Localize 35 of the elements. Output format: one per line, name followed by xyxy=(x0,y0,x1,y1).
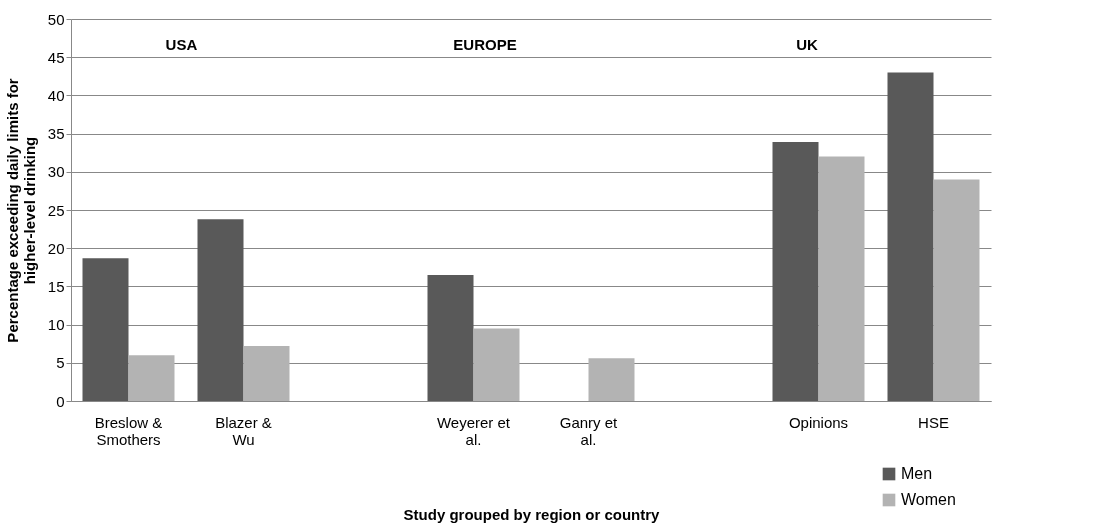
bar xyxy=(82,258,129,401)
y-tick-label: 40 xyxy=(47,86,65,104)
y-tick-label: 5 xyxy=(56,354,65,372)
annotation: UK xyxy=(796,36,818,53)
bar xyxy=(588,358,635,401)
y-tick-label: 45 xyxy=(47,48,65,66)
legend-label: Men xyxy=(901,465,933,482)
y-tick-label: 0 xyxy=(56,392,65,410)
x-tick-label: Opinions xyxy=(788,413,849,431)
bar xyxy=(243,345,290,401)
y-tick-label: 20 xyxy=(47,239,65,257)
x-tick-label: Blazer & Wu xyxy=(215,413,272,448)
y-tick-label: 50 xyxy=(47,10,65,28)
annotation: USA xyxy=(165,36,198,53)
x-tick-label: HSE xyxy=(918,413,949,431)
bar xyxy=(128,355,175,401)
annotation: EUROPE xyxy=(453,36,517,53)
bar xyxy=(887,72,934,401)
y-tick-label: 25 xyxy=(47,201,65,219)
bar xyxy=(197,219,244,401)
x-tick-label: Breslow & Smothers xyxy=(94,413,163,448)
bar xyxy=(772,142,819,401)
legend-label: Women xyxy=(901,491,956,508)
x-tick-label: Ganry et al. xyxy=(559,413,619,448)
y-tick-label: 10 xyxy=(47,316,65,334)
x-axis-title: Study grouped by region or country xyxy=(403,505,661,523)
y-axis-title: Percentage exceeding daily limits for higher-level drinking xyxy=(3,78,38,343)
bar xyxy=(933,179,980,401)
bar xyxy=(818,156,865,401)
y-tick-label: 35 xyxy=(47,125,65,143)
y-tick-label: 15 xyxy=(47,277,65,295)
y-tick-label: 30 xyxy=(47,163,65,181)
bar xyxy=(473,328,520,401)
x-tick-label: Weyerer et al. xyxy=(436,413,511,448)
bar xyxy=(427,274,474,401)
